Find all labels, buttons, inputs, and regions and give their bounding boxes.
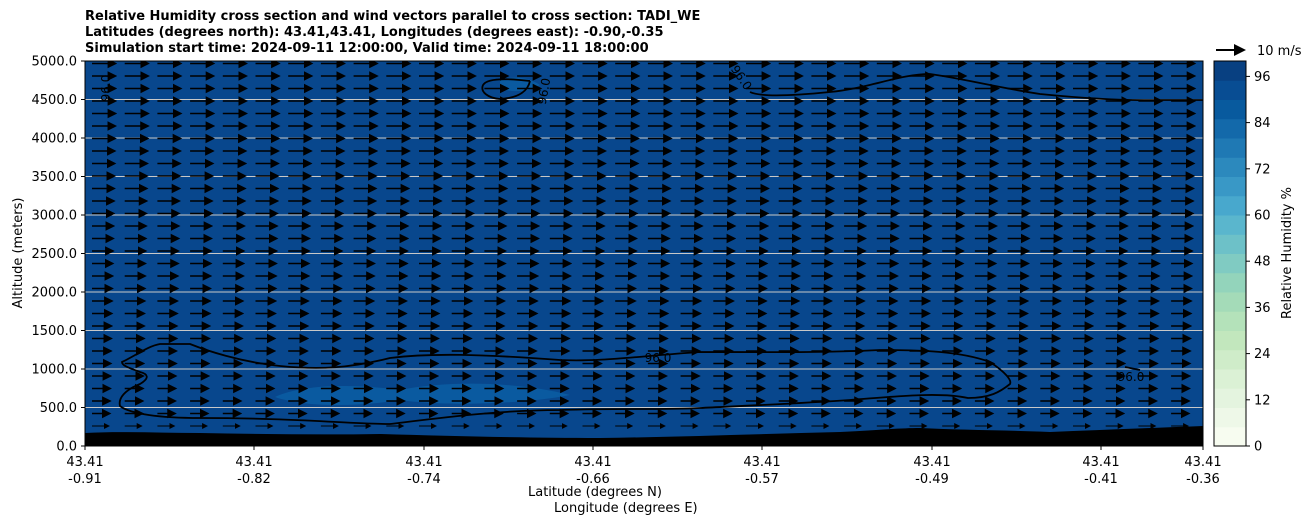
colorbar-tick-label: 72 [1254, 162, 1271, 177]
x-tick-label-lat: 43.41 [574, 455, 611, 470]
x-tick-label-lon: -0.41 [1084, 472, 1118, 487]
colorbar-band [1214, 426, 1246, 447]
colorbar-band [1214, 99, 1246, 120]
x-tick-label-lon: -0.57 [745, 472, 779, 487]
colorbar-tick-label: 36 [1254, 301, 1271, 316]
colorbar-frame [1213, 60, 1247, 447]
colorbar-label: Relative Humidity % [1280, 187, 1295, 319]
y-tick-label: 5000.0 [32, 55, 78, 70]
y-tick-label: 2000.0 [32, 286, 78, 301]
colorbar-band [1214, 292, 1246, 312]
quiver-key: 10 m/s [1216, 44, 1302, 59]
colorbar-tick-label: 84 [1254, 116, 1271, 131]
contour-top-right [749, 73, 1203, 102]
colorbar-band [1214, 157, 1246, 177]
y-axis: 0.0 500.0 1000.0 1500.0 2000.0 2500.0 3000.0 35… [32, 55, 85, 455]
title-line-3: Simulation start time: 2024-09-11 12:00:… [85, 41, 649, 56]
wind-vectors [92, 61, 1197, 429]
x-tick-label-lat: 43.41 [405, 455, 442, 470]
y-tick-label: 1500.0 [32, 324, 78, 339]
colorbar-band [1214, 234, 1246, 254]
x-tick-label-lat: 43.41 [913, 455, 950, 470]
colorbar-band [1214, 138, 1246, 158]
contour-label: 96.0 [645, 351, 672, 365]
x-tick-label-lat: 43.41 [1082, 455, 1119, 470]
x-tick-label-lon: -0.36 [1186, 472, 1220, 487]
contour-label: 96.0 [99, 75, 113, 102]
colorbar-tick-label: 24 [1254, 347, 1271, 362]
quiver-key-label: 10 m/s [1257, 44, 1302, 59]
colorbar-band [1214, 215, 1246, 235]
y-tick-label: 1000.0 [32, 363, 78, 378]
x-tick-label-lon: -0.49 [915, 472, 949, 487]
y-tick-label: 3500.0 [32, 170, 78, 185]
y-tick-label: 4500.0 [32, 93, 78, 108]
colorbar-tick-label: 0 [1254, 440, 1262, 455]
y-tick-label: 3000.0 [32, 209, 78, 224]
colorbar-tick-label: 60 [1254, 209, 1271, 224]
x-tick-label-lon: -0.82 [237, 472, 271, 487]
contour-top-left [481, 78, 531, 100]
colorbar-tick-label: 12 [1254, 393, 1271, 408]
contour-right-edge [1124, 366, 1141, 371]
y-tick-label: 500.0 [40, 401, 77, 416]
colorbar-band [1214, 61, 1246, 81]
colorbar-band [1214, 272, 1246, 293]
x-axis: 43.41 -0.91 43.41 -0.82 43.41 -0.74 43.41 -0.66… [66, 446, 1222, 487]
colorbar-band [1214, 311, 1246, 331]
colorbar-band [1214, 407, 1246, 428]
y-tick-label: 2500.0 [32, 247, 78, 262]
contour-lower [118, 343, 1012, 425]
colorbar-band [1214, 80, 1246, 100]
contour-label: 96.0 [535, 77, 553, 106]
y-axis-label: Altitude (meters) [11, 198, 26, 309]
x-axis-label-lon: Longitude (degrees E) [554, 501, 698, 516]
colorbar-band [1214, 118, 1246, 139]
colorbar-band [1214, 253, 1246, 274]
colorbar-band [1214, 330, 1246, 351]
colorbar-tick-label: 96 [1254, 70, 1271, 85]
title-line-1: Relative Humidity cross section and wind… [85, 9, 701, 24]
y-tick-label: 4000.0 [32, 132, 78, 147]
colorbar-band [1214, 176, 1246, 197]
x-tick-label-lat: 43.41 [1184, 455, 1221, 470]
x-tick-label-lat: 43.41 [235, 455, 272, 470]
chart-title: Relative Humidity cross section and wind… [85, 9, 700, 57]
terrain [85, 426, 1203, 446]
contour-label: 96.0 [1118, 370, 1145, 384]
colorbar-band [1214, 388, 1246, 408]
x-tick-label-lat: 43.41 [66, 455, 103, 470]
colorbar-tick-label: 48 [1254, 255, 1271, 270]
x-tick-label-lon: -0.66 [576, 472, 610, 487]
x-tick-label-lon: -0.91 [68, 472, 102, 487]
x-tick-label-lat: 43.41 [743, 455, 780, 470]
colorbar-band [1214, 349, 1246, 370]
colorbar-band [1214, 369, 1246, 389]
rh-contour-96 [118, 73, 1203, 425]
colorbar: 0 12 24 36 48 60 72 84 96 [1213, 60, 1271, 455]
x-axis-label-lat: Latitude (degrees N) [528, 485, 662, 500]
colorbar-band [1214, 195, 1246, 216]
title-line-2: Latitudes (degrees north): 43.41,43.41, … [85, 25, 664, 40]
x-tick-label-lon: -0.74 [407, 472, 441, 487]
y-tick-label: 0.0 [56, 440, 77, 455]
